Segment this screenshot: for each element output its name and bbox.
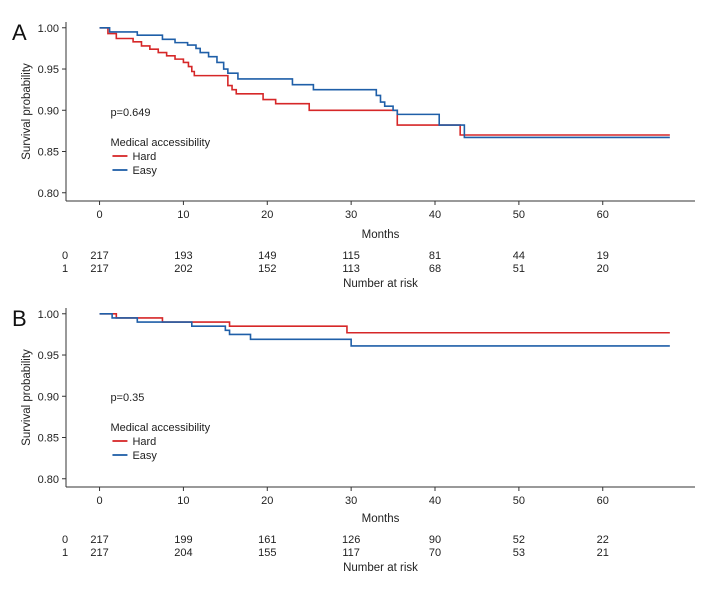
y-tick-label: 0.95 [38,64,59,76]
risk-value: 115 [342,250,360,262]
risk-value: 81 [429,250,441,262]
risk-value: 199 [174,534,192,546]
legend-label-easy: Easy [132,450,157,462]
x-tick-label: 50 [513,495,525,507]
risk-row-label: 1 [62,263,68,275]
risk-value: 113 [342,263,360,275]
risk-value: 117 [342,547,360,559]
risk-value: 68 [429,263,441,275]
y-tick-label: 1.00 [38,309,59,321]
risk-value: 90 [429,534,441,546]
legend-label-hard: Hard [132,151,156,163]
x-tick-label: 40 [429,495,441,507]
survival-curve-easy [99,312,670,347]
risk-value: 155 [258,547,276,559]
risk-value: 202 [174,263,192,275]
panel-letter: B [12,306,27,331]
y-axis-title: Survival probability [21,63,33,160]
panel-letter: A [12,20,27,45]
risk-value: 161 [258,534,276,546]
risk-value: 217 [90,547,108,559]
survival-curve-hard [99,26,670,136]
legend-label-hard: Hard [132,436,156,448]
risk-table-title: Number at risk [343,562,418,574]
y-tick-label: 0.85 [38,433,59,445]
x-tick-label: 10 [177,209,189,221]
risk-value: 19 [597,250,609,262]
risk-value: 52 [513,534,525,546]
x-tick-label: 60 [597,209,609,221]
risk-value: 20 [597,263,609,275]
x-tick-label: 0 [96,209,102,221]
x-tick-label: 40 [429,209,441,221]
risk-value: 149 [258,250,276,262]
survival-curve-easy [99,26,670,139]
x-tick-label: 20 [261,495,273,507]
p-value-label: p=0.35 [110,392,144,404]
y-tick-label: 0.90 [38,391,59,403]
p-value-label: p=0.649 [110,107,150,119]
x-axis-title: Months [362,229,400,241]
y-tick-label: 0.85 [38,147,59,159]
risk-value: 204 [174,547,192,559]
y-tick-label: 0.95 [38,350,59,362]
legend-title: Medical accessibility [110,422,210,434]
risk-value: 70 [429,547,441,559]
y-tick-label: 1.00 [38,23,59,35]
y-tick-label: 0.80 [38,188,59,200]
risk-value: 193 [174,250,192,262]
y-tick-label: 0.80 [38,474,59,486]
risk-value: 51 [513,263,525,275]
y-tick-label: 0.90 [38,105,59,117]
legend-label-easy: Easy [132,165,157,177]
risk-value: 22 [597,534,609,546]
x-tick-label: 10 [177,495,189,507]
risk-row-label: 0 [62,534,68,546]
risk-value: 217 [90,534,108,546]
risk-value: 53 [513,547,525,559]
survival-curve-hard [99,312,670,334]
risk-row-label: 0 [62,250,68,262]
risk-row-label: 1 [62,547,68,559]
legend-title: Medical accessibility [110,137,210,149]
x-tick-label: 20 [261,209,273,221]
y-axis-title: Survival probability [21,349,33,446]
x-axis-title: Months [362,513,400,525]
risk-value: 152 [258,263,276,275]
risk-value: 126 [342,534,360,546]
risk-table-title: Number at risk [343,278,418,290]
x-tick-label: 30 [345,495,357,507]
risk-value: 217 [90,263,108,275]
risk-value: 21 [597,547,609,559]
x-tick-label: 30 [345,209,357,221]
x-tick-label: 60 [597,495,609,507]
risk-value: 217 [90,250,108,262]
x-tick-label: 0 [96,495,102,507]
x-tick-label: 50 [513,209,525,221]
risk-value: 44 [513,250,525,262]
